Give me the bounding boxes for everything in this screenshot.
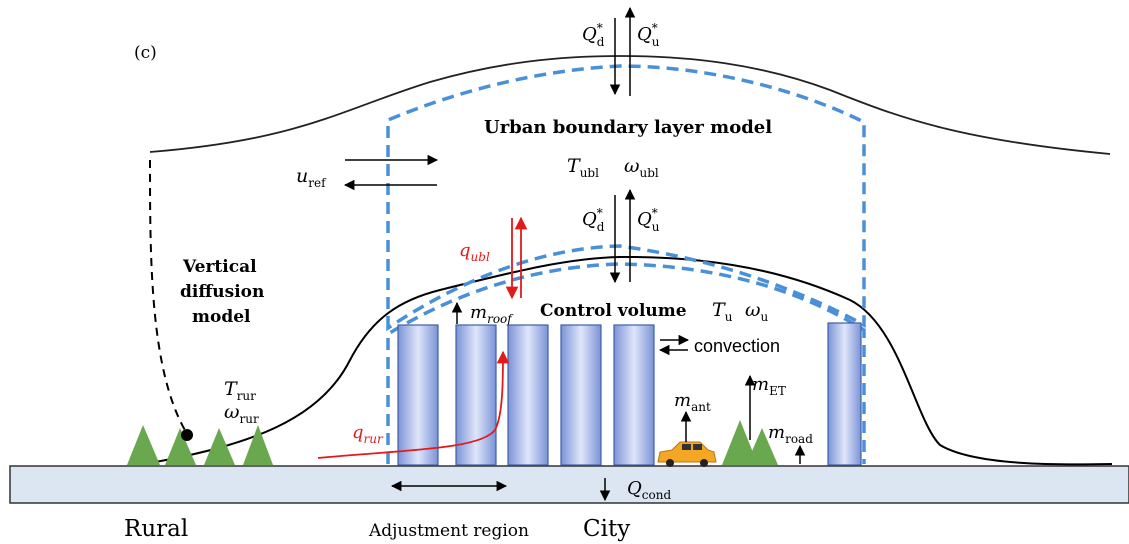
m-roof-label: mroof xyxy=(470,302,514,326)
qu-top-label: Q* u xyxy=(637,21,660,49)
building-2 xyxy=(455,324,497,466)
tree-icon xyxy=(204,428,235,465)
panel-label: (c) xyxy=(134,43,157,63)
m-ant-label: mant xyxy=(674,390,711,414)
m-et-label: mET xyxy=(752,374,786,398)
t-rur-label: Trur xyxy=(224,378,256,403)
tree-icon xyxy=(127,425,160,465)
convection-label: convection xyxy=(694,336,780,356)
building-6 xyxy=(827,322,862,466)
t-u-label: Tu xyxy=(712,299,733,324)
ubl-dashed-box xyxy=(386,64,866,332)
q-cond-label: Qcond xyxy=(627,478,671,502)
car-icon xyxy=(657,441,717,467)
tree-icon xyxy=(722,420,758,465)
control-volume-dashed-box xyxy=(386,262,866,464)
qd-mid-label: Q* d xyxy=(582,206,605,234)
adjustment-region-label: Adjustment region xyxy=(368,521,529,541)
ground-strip xyxy=(9,465,1129,504)
m-road-label: mroad xyxy=(768,422,813,446)
rural-label: Rural xyxy=(124,516,188,542)
qrur-curved-arrow xyxy=(317,350,510,459)
ubl-model-title: Urban boundary layer model xyxy=(484,117,772,138)
omega-rur-label: ωrur xyxy=(224,401,259,426)
tree-icon xyxy=(243,425,273,465)
qu-mid-label: Q* u xyxy=(637,206,660,234)
omega-ubl-label: ωubl xyxy=(624,155,659,180)
tree-icon xyxy=(746,428,778,465)
city-label: City xyxy=(583,516,630,542)
qd-top-label: Q* d xyxy=(582,21,605,49)
diffusion-endpoint-dot xyxy=(181,429,193,441)
u-ref-label: uref xyxy=(296,165,327,190)
ubl-top-curve xyxy=(149,55,1111,155)
t-ubl-label: Tubl xyxy=(567,155,599,180)
omega-u-label: ωu xyxy=(745,299,769,324)
vertical-diffusion-title-1: Vertical xyxy=(182,257,257,277)
q-ubl-label: qubl xyxy=(459,240,490,264)
building-3 xyxy=(507,324,549,466)
building-1 xyxy=(397,324,439,466)
q-rur-label: qrur xyxy=(352,422,384,446)
building-4 xyxy=(560,324,602,466)
building-5 xyxy=(613,324,655,466)
vertical-diffusion-title-3: model xyxy=(192,307,251,327)
vertical-diffusion-title-2: diffusion xyxy=(180,282,264,302)
urban-canopy-curve xyxy=(149,255,1113,466)
control-volume-title: Control volume xyxy=(540,301,687,321)
tree-icon xyxy=(165,428,196,465)
